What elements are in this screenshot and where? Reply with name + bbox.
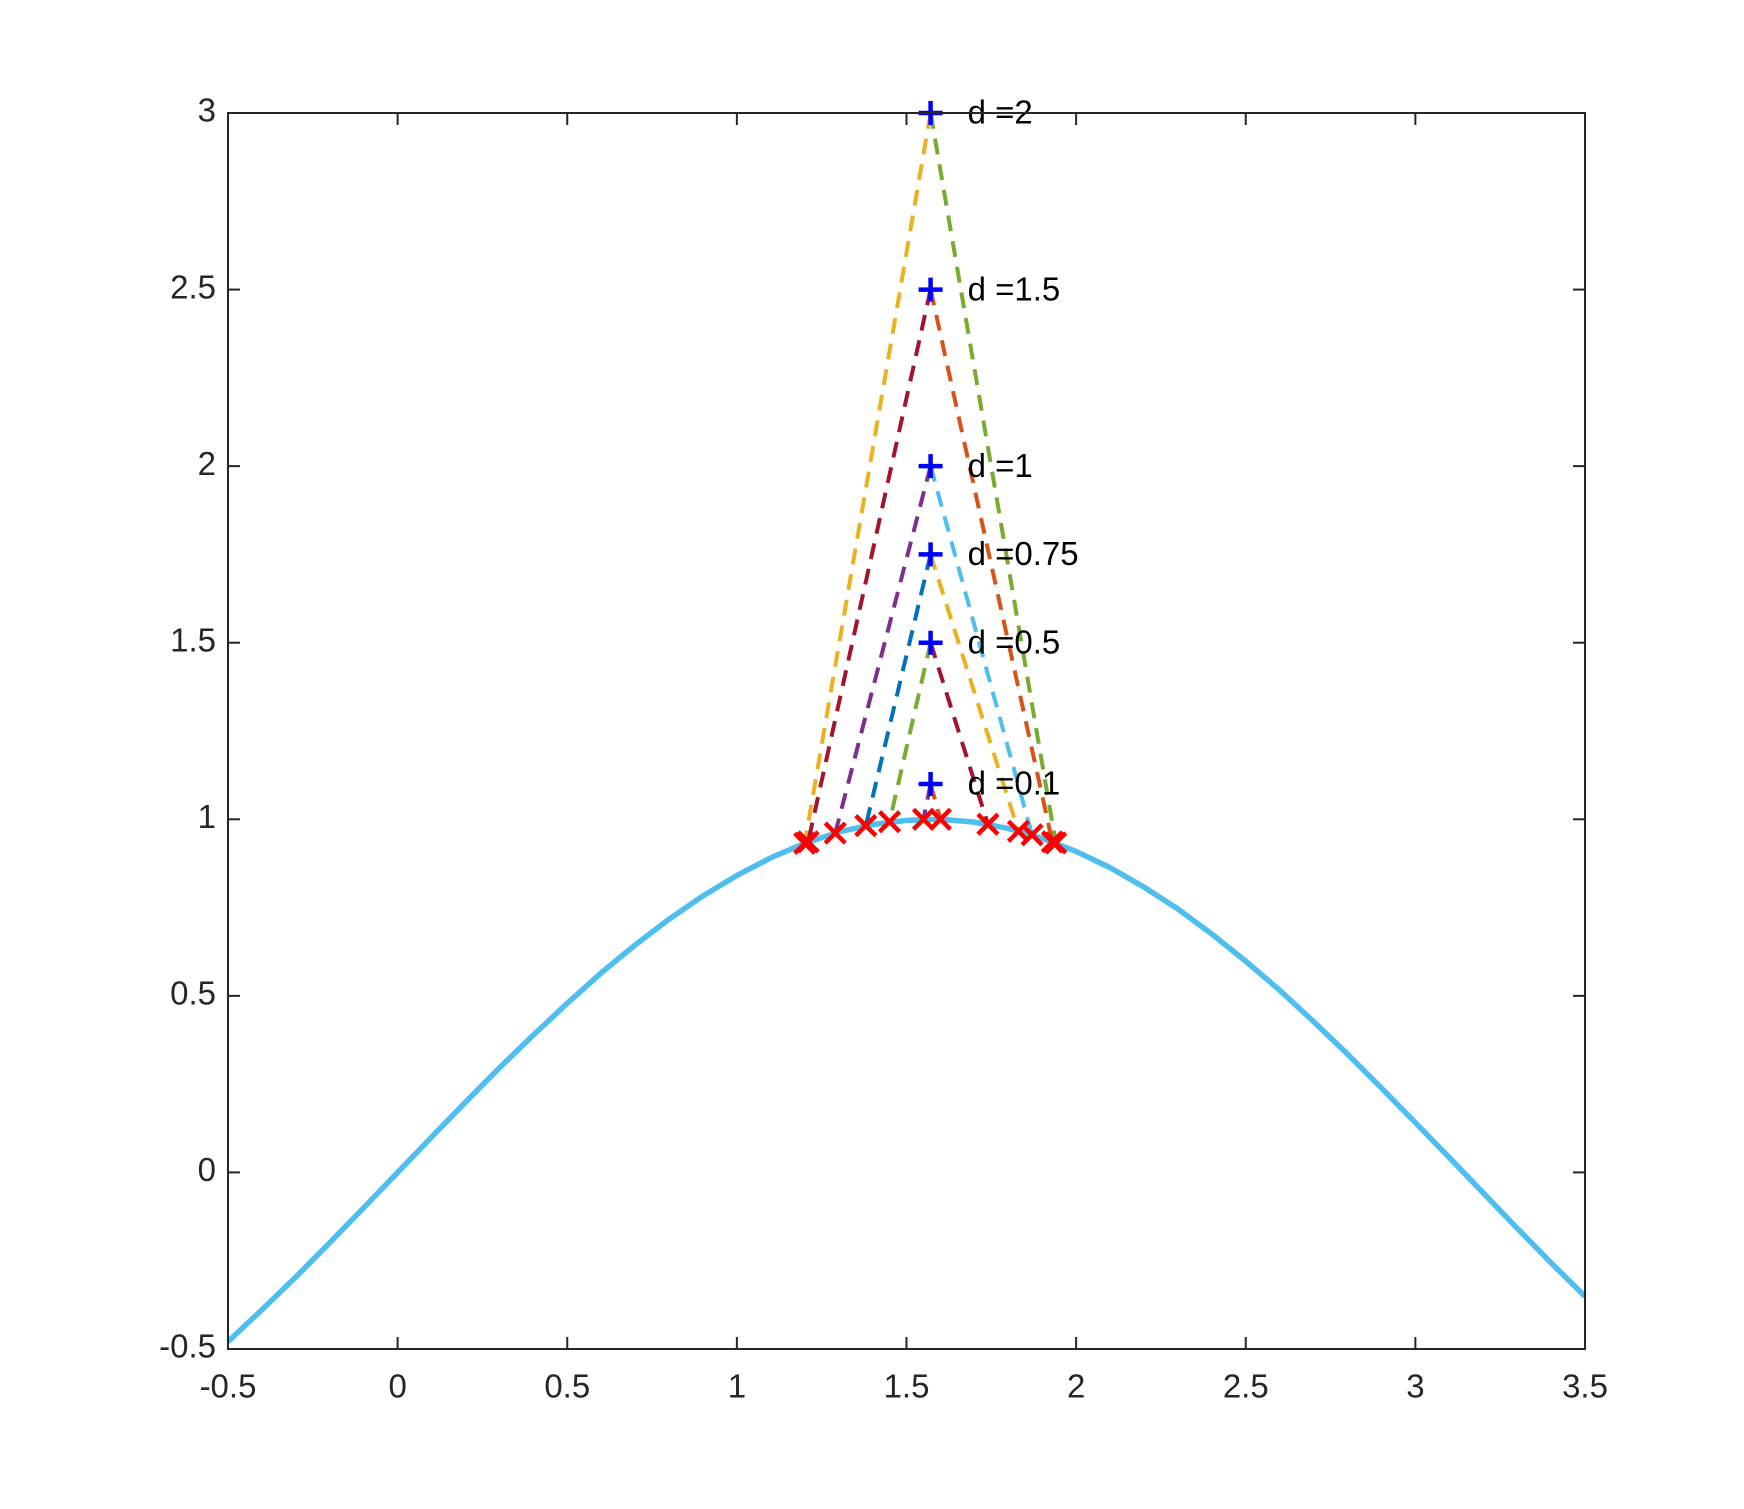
dashed-line [802, 112, 933, 844]
x-tick-label: 1 [728, 1368, 746, 1405]
y-tick-label: 0.5 [170, 975, 216, 1012]
dashed-line [928, 553, 1021, 832]
x-tick-label: 0 [388, 1368, 406, 1405]
x-marker [976, 812, 1000, 836]
x-tick-label: 1.5 [884, 1368, 930, 1405]
x-marker [1044, 831, 1068, 855]
plus-marker [918, 771, 943, 796]
axes-box [227, 112, 1586, 1350]
x-tick-label: 3.5 [1562, 1368, 1608, 1405]
x-tick-label: 0.5 [544, 1368, 590, 1405]
dashed-line [806, 289, 933, 843]
dashed-line [928, 112, 1058, 844]
x-marker [1020, 823, 1044, 847]
plus-marker [918, 542, 943, 567]
point-label: d =0.1 [968, 765, 1061, 802]
x-tick-label: 2.5 [1223, 1368, 1269, 1405]
y-tick-label: 0 [198, 1151, 216, 1188]
point-label: d =0.75 [968, 535, 1079, 572]
point-label: d =1.5 [968, 270, 1061, 307]
x-marker [854, 814, 878, 838]
x-tick-label: 3 [1406, 1368, 1424, 1405]
curve [226, 816, 1587, 1344]
x-marker [928, 807, 953, 831]
point-label: d =1 [968, 447, 1033, 484]
y-tick-label: -0.5 [159, 1328, 216, 1365]
plus-marker [918, 454, 943, 479]
y-tick-label: 2 [198, 445, 216, 482]
dashed-line [928, 465, 1034, 836]
plus-marker [918, 277, 943, 302]
y-tick-label: 1 [198, 798, 216, 835]
y-tick-label: 1.5 [170, 621, 216, 658]
dashed-line [887, 642, 933, 823]
x-tick-label: -0.5 [200, 1368, 257, 1405]
dashed-line [833, 465, 933, 834]
point-label: d =0.5 [968, 623, 1061, 660]
dashed-line [928, 642, 990, 825]
y-tick-label: 3 [198, 92, 216, 129]
dashed-line [863, 553, 933, 827]
dashed-line [928, 289, 1055, 843]
x-marker [823, 821, 847, 845]
y-tick-label: 2.5 [170, 268, 216, 305]
x-tick-label: 2 [1067, 1368, 1085, 1405]
x-marker [911, 807, 936, 831]
plus-marker [918, 630, 943, 655]
x-marker [796, 830, 820, 854]
x-marker [877, 810, 902, 834]
x-marker [1006, 819, 1031, 843]
